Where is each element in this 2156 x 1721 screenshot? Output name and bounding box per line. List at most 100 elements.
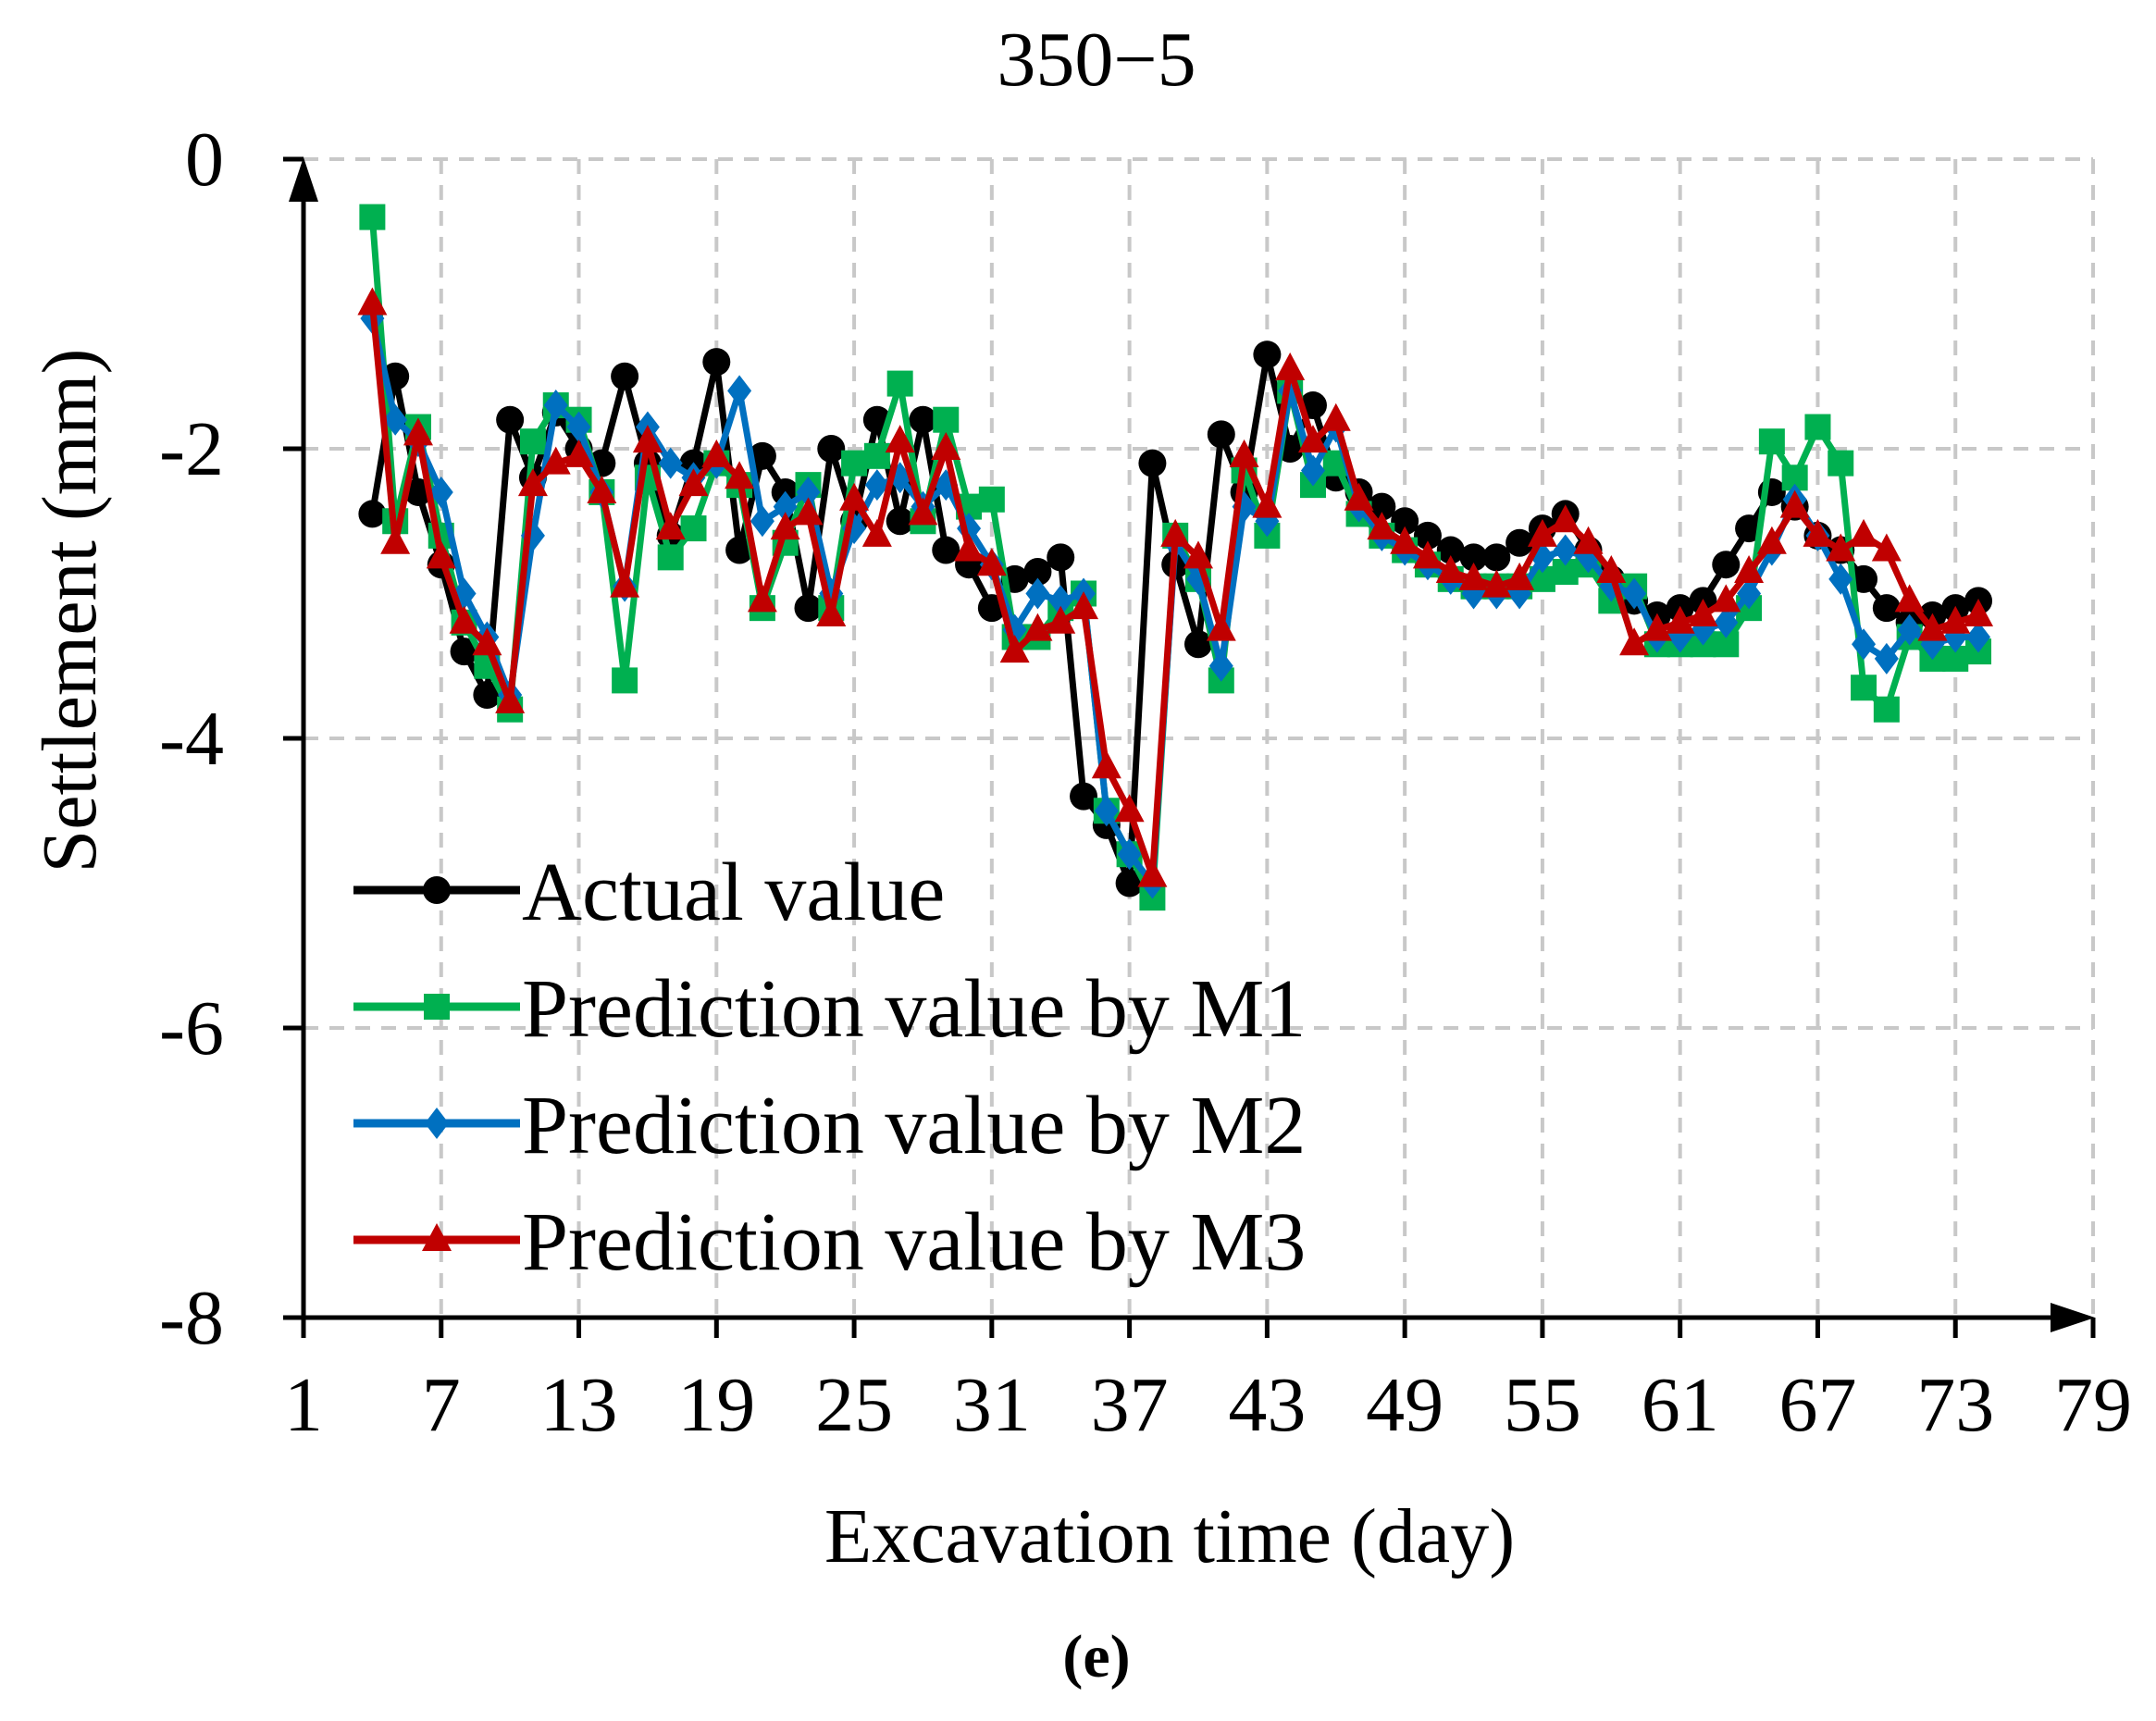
axes xyxy=(289,157,2095,1332)
tick-labels: 1 7 13 19 25 31 37 43 49 55 61 67 73 79 0 -2 -4 -6 -8 xyxy=(159,117,2132,1448)
legend-label: Prediction value by M3 xyxy=(522,1196,1306,1288)
data-point xyxy=(1435,555,1466,584)
data-point xyxy=(1229,439,1259,467)
data-point xyxy=(861,518,892,547)
data-point xyxy=(1714,606,1739,638)
data-point xyxy=(978,486,1005,513)
data-point xyxy=(358,500,387,528)
data-point xyxy=(403,417,433,446)
data-point xyxy=(1138,449,1167,477)
y-axis-arrow xyxy=(289,157,318,202)
data-point xyxy=(1160,518,1191,547)
x-tick-label: 67 xyxy=(1778,1362,1856,1448)
data-point xyxy=(1874,642,1899,675)
data-point xyxy=(1711,584,1741,613)
data-point xyxy=(383,403,408,436)
data-point xyxy=(725,461,755,489)
data-point xyxy=(934,469,959,501)
data-point xyxy=(1022,613,1053,641)
x-tick-label: 25 xyxy=(815,1362,893,1448)
x-tick-label: 49 xyxy=(1366,1362,1444,1448)
legend-label: Prediction value by M1 xyxy=(522,963,1306,1055)
data-point xyxy=(680,515,707,542)
x-tick-label: 13 xyxy=(540,1362,618,1448)
data-point xyxy=(1047,543,1075,572)
data-point xyxy=(1275,352,1306,380)
data-point xyxy=(1023,558,1052,587)
data-point xyxy=(794,594,823,623)
data-point xyxy=(796,476,821,508)
data-point xyxy=(1737,577,1762,610)
data-point xyxy=(1206,613,1236,641)
data-point xyxy=(1619,627,1650,656)
legend-item: Prediction value by M1 xyxy=(353,963,1306,1055)
data-point xyxy=(931,432,961,460)
series-4 xyxy=(357,287,1994,887)
data-point xyxy=(727,375,752,407)
legend: Actual value Prediction value by M1 Predic… xyxy=(353,847,1306,1288)
x-tick-label: 73 xyxy=(1916,1362,1994,1448)
data-point xyxy=(999,635,1030,663)
legend-label: Actual value xyxy=(522,847,945,938)
data-point xyxy=(1688,598,1718,626)
data-point xyxy=(1573,526,1604,554)
data-point xyxy=(1734,555,1765,584)
data-point xyxy=(839,482,870,511)
data-point xyxy=(540,446,571,475)
data-point xyxy=(1048,585,1073,617)
data-point xyxy=(1481,569,1512,598)
data-point xyxy=(1871,533,1902,562)
data-point xyxy=(1894,584,1925,613)
data-point xyxy=(908,497,938,526)
data-point xyxy=(1367,512,1397,540)
data-point xyxy=(1940,605,1971,634)
data-point xyxy=(1803,518,1833,547)
data-point xyxy=(564,439,594,467)
data-point xyxy=(1527,518,1557,547)
data-point xyxy=(1642,613,1672,641)
data-point xyxy=(1966,621,1991,653)
data-point xyxy=(933,406,960,433)
data-point xyxy=(472,627,502,656)
x-tick-label: 43 xyxy=(1228,1362,1306,1448)
data-point xyxy=(610,569,640,598)
data-point xyxy=(773,490,798,523)
data-point xyxy=(701,439,732,467)
data-point xyxy=(519,428,546,455)
data-point xyxy=(1459,543,1488,572)
data-point xyxy=(886,370,913,397)
x-tick-label: 79 xyxy=(2054,1362,2132,1448)
y-tick-label: 0 xyxy=(185,117,224,203)
data-point xyxy=(1596,555,1627,584)
data-point xyxy=(1368,492,1396,521)
data-point xyxy=(1826,533,1856,562)
x-tick-label: 1 xyxy=(284,1362,323,1448)
data-point xyxy=(1115,869,1144,898)
legend-item: Prediction value by M2 xyxy=(353,1080,1306,1171)
series-3 xyxy=(360,303,1991,899)
legend-item: Prediction value by M3 xyxy=(353,1196,1306,1288)
data-point xyxy=(611,362,639,390)
data-point xyxy=(1069,591,1099,620)
data-point xyxy=(657,544,684,571)
data-point xyxy=(428,476,453,508)
y-tick-label: -8 xyxy=(159,1275,224,1361)
data-point xyxy=(1046,605,1076,634)
y-tick-label: -2 xyxy=(159,406,224,492)
legend-marker xyxy=(422,1223,452,1251)
data-point xyxy=(1505,528,1534,557)
data-point xyxy=(793,497,824,526)
data-point xyxy=(1117,838,1142,871)
data-point xyxy=(1207,420,1235,449)
data-point xyxy=(841,450,868,477)
data-point xyxy=(655,512,686,540)
data-point xyxy=(678,468,709,497)
legend-marker xyxy=(423,876,451,904)
data-point xyxy=(1391,507,1419,536)
x-tick-label: 37 xyxy=(1091,1362,1169,1448)
x-axis-label: Excavation time (day) xyxy=(824,1493,1515,1579)
data-point xyxy=(886,507,914,536)
data-point xyxy=(1873,696,1900,723)
data-point xyxy=(450,638,478,666)
data-point xyxy=(587,475,617,503)
